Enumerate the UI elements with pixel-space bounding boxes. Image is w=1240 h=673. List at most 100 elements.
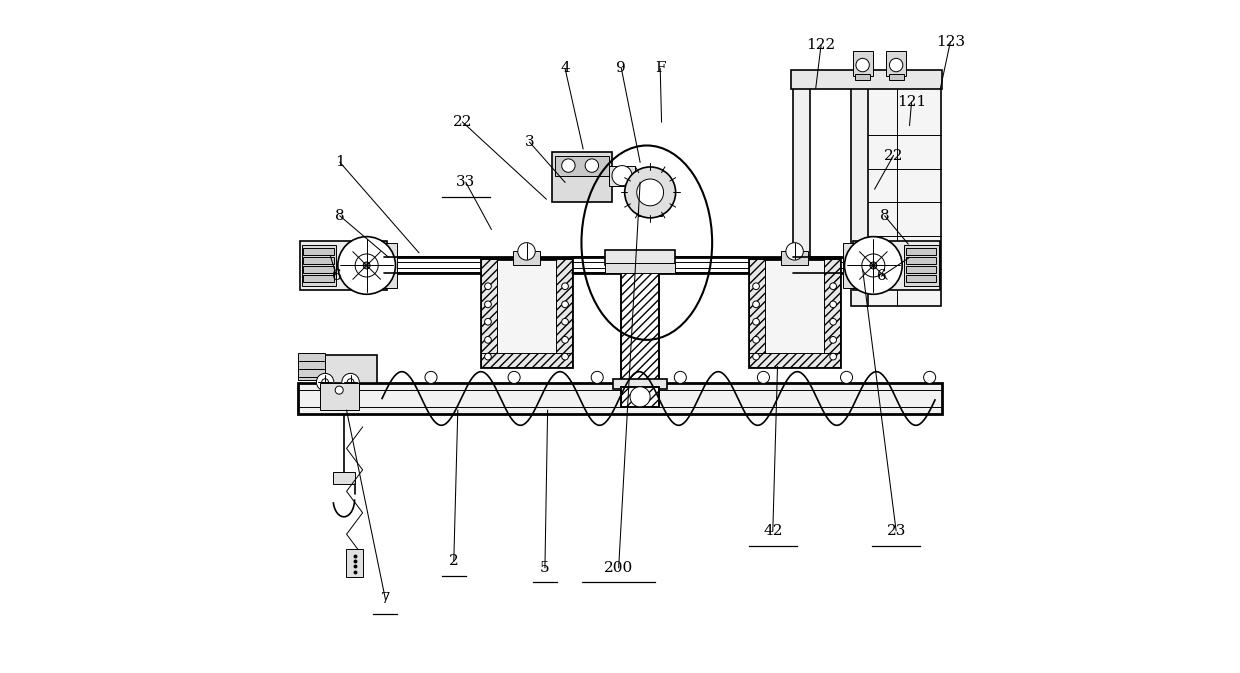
Circle shape: [562, 283, 568, 289]
Bar: [299, 384, 941, 414]
Bar: [781, 252, 808, 264]
Bar: [887, 51, 906, 77]
Bar: [346, 549, 363, 577]
Bar: [556, 155, 609, 176]
Bar: [853, 242, 940, 289]
Bar: [320, 384, 358, 411]
Circle shape: [625, 167, 676, 218]
Text: 33: 33: [456, 176, 475, 189]
Text: 23: 23: [887, 524, 905, 538]
Bar: [621, 387, 658, 407]
Bar: [792, 82, 810, 306]
Circle shape: [889, 59, 903, 72]
Text: 3: 3: [525, 135, 534, 149]
Circle shape: [485, 283, 491, 289]
Bar: [481, 353, 572, 367]
Circle shape: [675, 371, 687, 384]
Bar: [856, 74, 870, 81]
Bar: [556, 259, 572, 367]
Text: 6: 6: [877, 269, 887, 283]
Bar: [749, 259, 765, 367]
Bar: [621, 259, 658, 384]
Bar: [334, 472, 355, 484]
Text: 4: 4: [560, 61, 570, 75]
Circle shape: [841, 371, 853, 384]
Text: 5: 5: [541, 561, 549, 575]
Bar: [481, 259, 497, 367]
Bar: [299, 353, 325, 380]
Text: 6: 6: [331, 269, 341, 283]
Circle shape: [753, 318, 759, 325]
Circle shape: [753, 353, 759, 360]
Circle shape: [786, 243, 804, 260]
Text: 9: 9: [616, 61, 626, 75]
Text: 200: 200: [604, 561, 634, 575]
Bar: [823, 259, 839, 367]
Circle shape: [591, 371, 603, 384]
Bar: [605, 262, 675, 273]
Circle shape: [485, 301, 491, 308]
Bar: [791, 70, 941, 89]
Bar: [621, 387, 658, 407]
Bar: [303, 275, 334, 281]
Bar: [303, 257, 334, 264]
Text: 42: 42: [763, 524, 782, 538]
Circle shape: [830, 336, 837, 343]
Circle shape: [753, 283, 759, 289]
Text: 22: 22: [453, 115, 472, 129]
Circle shape: [830, 318, 837, 325]
Circle shape: [342, 374, 360, 391]
Circle shape: [562, 159, 575, 172]
Circle shape: [321, 379, 329, 386]
Circle shape: [508, 371, 520, 384]
Text: 122: 122: [806, 38, 836, 52]
Bar: [303, 248, 334, 255]
Circle shape: [924, 371, 936, 384]
Text: 121: 121: [897, 95, 926, 109]
Circle shape: [518, 243, 536, 260]
Circle shape: [753, 336, 759, 343]
Circle shape: [830, 353, 837, 360]
Bar: [481, 259, 572, 367]
Bar: [300, 242, 387, 289]
Bar: [639, 169, 662, 216]
Bar: [866, 82, 941, 306]
Circle shape: [485, 336, 491, 343]
Text: 2: 2: [449, 554, 459, 568]
Circle shape: [425, 371, 436, 384]
Bar: [842, 244, 856, 287]
Circle shape: [856, 59, 869, 72]
Text: 8: 8: [335, 209, 345, 223]
Circle shape: [562, 301, 568, 308]
Bar: [303, 266, 334, 273]
Circle shape: [335, 386, 343, 394]
Bar: [905, 266, 936, 273]
Bar: [384, 244, 398, 287]
Circle shape: [637, 179, 663, 206]
Bar: [749, 259, 839, 367]
Text: 1: 1: [335, 155, 345, 169]
Circle shape: [585, 159, 599, 172]
Circle shape: [862, 254, 885, 277]
Text: 123: 123: [936, 34, 965, 48]
Circle shape: [613, 166, 632, 186]
Bar: [552, 152, 613, 203]
Circle shape: [870, 262, 877, 269]
Bar: [904, 246, 939, 285]
Bar: [905, 275, 936, 281]
Text: 7: 7: [381, 592, 391, 606]
Bar: [614, 380, 667, 389]
Circle shape: [830, 301, 837, 308]
Circle shape: [562, 318, 568, 325]
Bar: [905, 257, 936, 264]
Bar: [301, 246, 336, 285]
Bar: [851, 82, 868, 306]
Circle shape: [363, 262, 370, 269]
Circle shape: [347, 379, 353, 386]
Circle shape: [830, 283, 837, 289]
Circle shape: [562, 336, 568, 343]
Bar: [853, 51, 873, 77]
Bar: [749, 353, 839, 367]
Circle shape: [844, 237, 903, 294]
Circle shape: [316, 374, 334, 391]
